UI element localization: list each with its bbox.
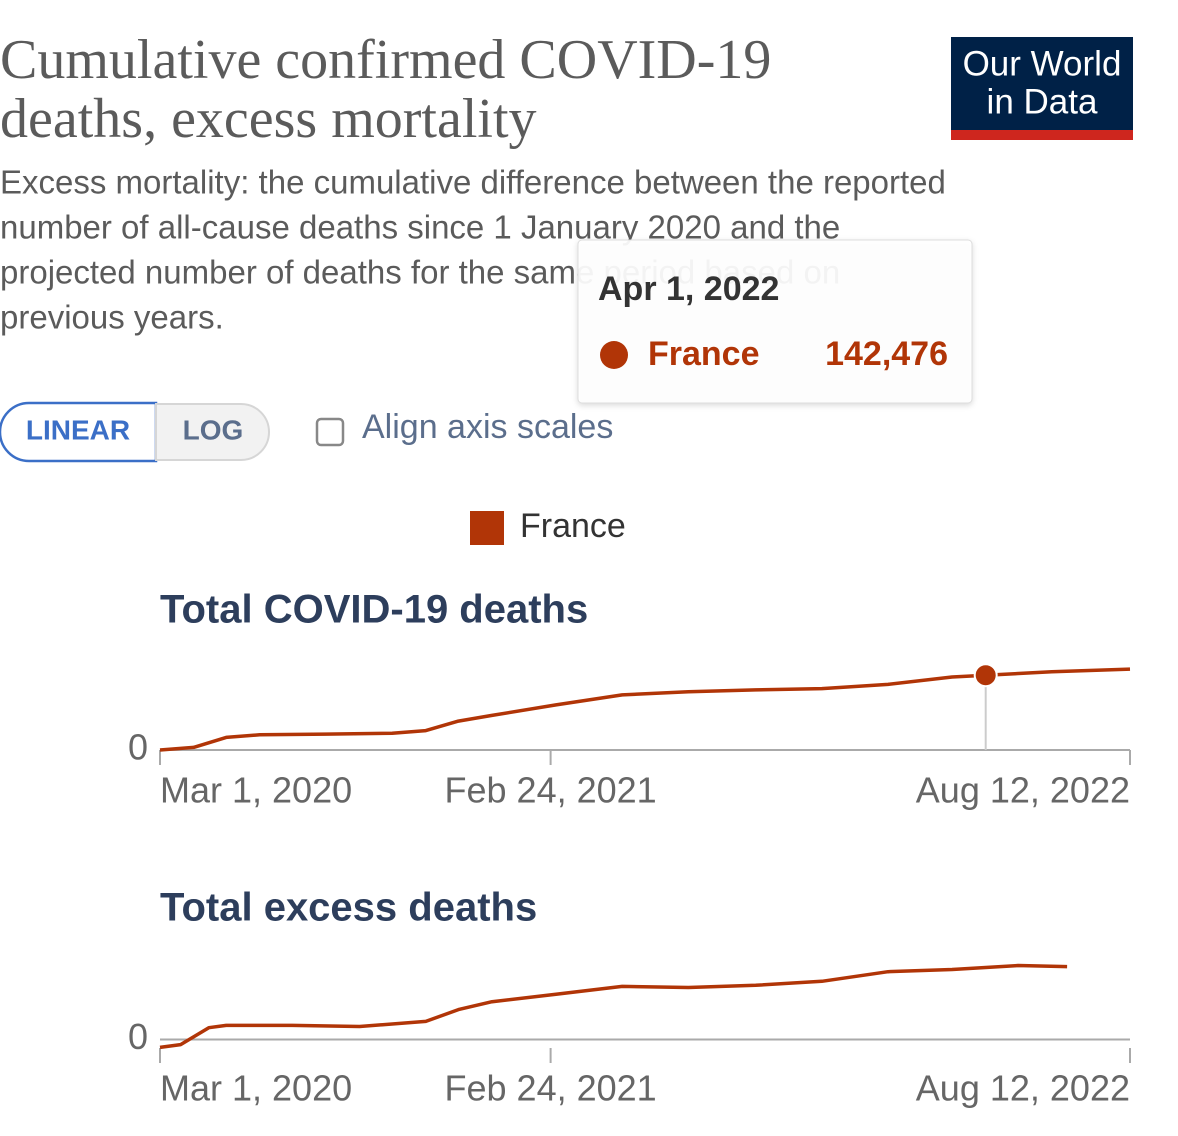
linear-button[interactable] — [0, 401, 158, 463]
legend-label[interactable]: France — [520, 507, 626, 545]
x-tick-label: Aug 12, 2022 — [916, 770, 1130, 811]
checkbox-label[interactable]: Align axis scales — [362, 408, 613, 446]
logo[interactable]: Our World in Data — [951, 37, 1133, 140]
tooltip-value: 142,476 — [825, 335, 948, 373]
log-button[interactable] — [155, 403, 270, 461]
logo-text: Our World — [963, 44, 1122, 83]
tooltip-box — [577, 239, 973, 404]
legend-swatch[interactable] — [470, 511, 504, 545]
y-tick-label: 0 — [128, 1016, 148, 1057]
subtitle: previous years. — [0, 299, 224, 336]
hover-point — [973, 663, 998, 688]
x-tick-label: Feb 24, 2021 — [445, 1068, 657, 1109]
button-label: LINEAR — [26, 414, 130, 445]
series-line — [159, 667, 1131, 752]
x-tick-label: Feb 24, 2021 — [445, 770, 657, 811]
tooltip: Apr 1, 2022 France 142,476 — [577, 239, 973, 404]
scale-toggle: LINEAR LOG — [0, 401, 270, 463]
page-title: Cumulative confirmed COVID-19 — [0, 29, 771, 91]
x-tick-label: Mar 1, 2020 — [160, 1068, 352, 1109]
checkbox[interactable] — [315, 417, 345, 447]
charts: Total COVID-19 deaths 0 Mar 1, 2020 Feb 24,… — [128, 588, 1131, 1109]
x-tick-label: Mar 1, 2020 — [160, 770, 352, 811]
subtitle: Excess mortality: the cumulative differe… — [0, 164, 946, 201]
chart-title: Total COVID-19 deaths — [160, 588, 588, 632]
logo-box — [951, 37, 1133, 140]
logo-text: in Data — [987, 82, 1098, 121]
logo-bar — [951, 130, 1133, 140]
button-label: LOG — [183, 414, 244, 445]
tooltip-date: Apr 1, 2022 — [598, 270, 779, 308]
page-title: deaths, excess mortality — [0, 88, 537, 150]
y-tick-label: 0 — [128, 727, 148, 768]
series-line — [159, 963, 1068, 1050]
tooltip-dot — [600, 341, 628, 369]
x-tick-label: Aug 12, 2022 — [916, 1068, 1130, 1109]
tooltip-series: France — [648, 335, 760, 373]
chart-title: Total excess deaths — [160, 886, 537, 930]
